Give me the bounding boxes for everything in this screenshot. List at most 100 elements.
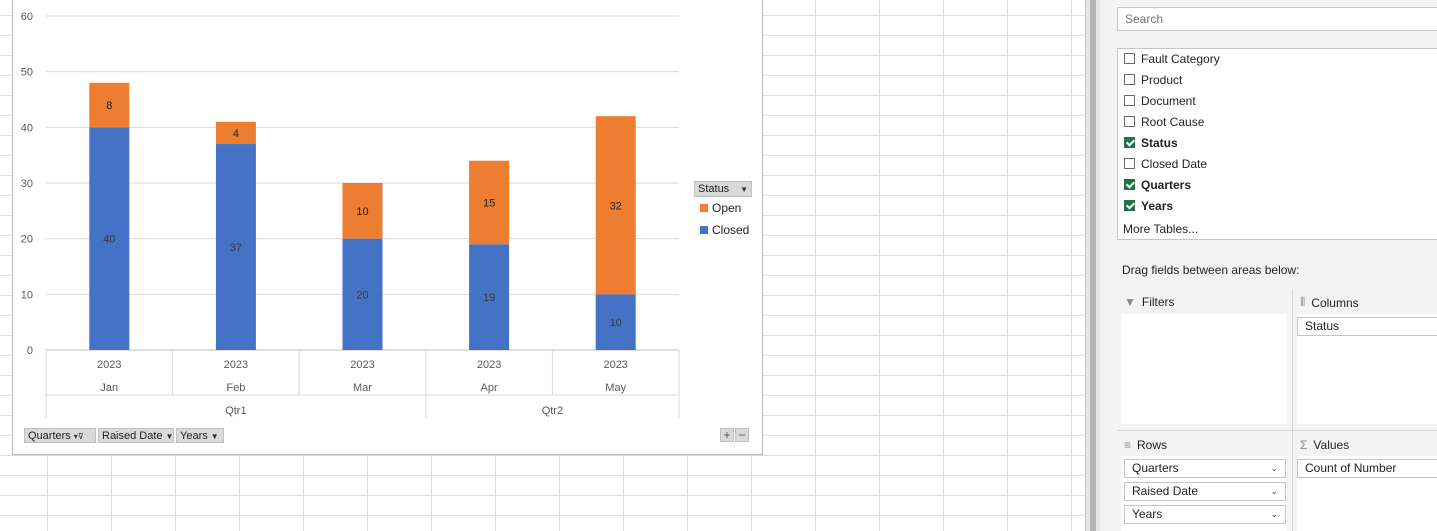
drag-hint-text: Drag fields between areas below: xyxy=(1122,263,1300,277)
field-row-quarters[interactable]: Quarters xyxy=(1124,174,1191,195)
legend-item-closed: Closed xyxy=(694,219,754,241)
field-label: Status xyxy=(1141,135,1178,150)
y-tick-label: 60 xyxy=(21,11,33,23)
chart-legend: Status ▼ Open Closed xyxy=(694,181,754,241)
raised-date-field-button[interactable]: Raised Date ▼ xyxy=(98,428,174,443)
rows-drop-area[interactable]: Quarters ⌄ Raised Date ⌄ Years ⌄ xyxy=(1121,456,1287,531)
legend-item-open: Open xyxy=(694,197,754,219)
rows-item-raised-date[interactable]: Raised Date ⌄ xyxy=(1124,482,1286,501)
field-checkbox-checked[interactable] xyxy=(1124,200,1135,211)
raised-date-field-label: Raised Date xyxy=(102,430,163,442)
chevron-down-icon: ▼ xyxy=(210,432,219,441)
field-row-root-cause[interactable]: Root Cause xyxy=(1124,111,1204,132)
y-tick-label: 20 xyxy=(21,234,33,246)
data-label: 10 xyxy=(356,206,368,218)
values-area-label: Values xyxy=(1313,438,1350,452)
filter-dropdown-icon: ▾⊽ xyxy=(73,432,84,441)
field-checkbox[interactable] xyxy=(1124,95,1135,106)
filter-icon: ▼ xyxy=(1124,295,1136,309)
field-row-fault-category[interactable]: Fault Category xyxy=(1124,48,1220,69)
values-area-header: Σ Values xyxy=(1300,438,1349,452)
pane-splitter[interactable] xyxy=(1085,0,1101,531)
rows-item-quarters[interactable]: Quarters ⌄ xyxy=(1124,459,1286,478)
bar-closed xyxy=(469,244,510,350)
bar-open xyxy=(469,160,510,245)
pivot-chart[interactable]: 0 10 20 30 40 50 60 Qtr1 Qtr2 40 8 2023 Jan 37 4 2023 Fe… xyxy=(12,0,763,455)
field-label: Quarters xyxy=(1141,177,1192,192)
field-row-product[interactable]: Product xyxy=(1124,69,1182,90)
x-tick-label: Mar xyxy=(353,382,372,394)
filters-area-label: Filters xyxy=(1141,295,1175,309)
collapse-field-button[interactable]: − xyxy=(735,428,749,442)
area-divider-horizontal xyxy=(1117,430,1437,431)
chevron-down-icon: ▼ xyxy=(740,185,748,194)
field-checkbox[interactable] xyxy=(1124,116,1135,127)
bar-open xyxy=(342,183,383,239)
splitter-bar[interactable] xyxy=(1090,0,1096,531)
data-label: 20 xyxy=(356,289,368,301)
field-checkbox[interactable] xyxy=(1124,74,1135,85)
rows-item-label: Raised Date xyxy=(1132,484,1199,498)
expand-field-button[interactable]: + xyxy=(720,428,734,442)
data-label: 37 xyxy=(230,242,242,254)
rows-icon: ≡ xyxy=(1124,438,1132,452)
field-checkbox-checked[interactable] xyxy=(1124,137,1135,148)
columns-icon: ⦀ xyxy=(1300,295,1306,309)
pivot-field-list-pane: Fault Category Product Document Root Cau… xyxy=(1100,0,1437,531)
columns-item-status[interactable]: Status xyxy=(1297,317,1437,336)
y-tick-label: 0 xyxy=(27,345,33,357)
data-label: 32 xyxy=(610,200,622,212)
bar-closed xyxy=(595,294,636,350)
field-row-closed-date[interactable]: Closed Date xyxy=(1124,153,1207,174)
x-year-label: 2023 xyxy=(477,359,501,371)
group-label: Qtr2 xyxy=(542,405,563,417)
years-field-button[interactable]: Years ▼ xyxy=(176,428,224,443)
quarters-field-button[interactable]: Quarters ▾⊽ xyxy=(24,428,96,443)
filters-drop-area[interactable] xyxy=(1121,314,1287,424)
bar-closed xyxy=(342,238,383,350)
chevron-down-icon[interactable]: ⌄ xyxy=(1270,486,1278,496)
field-label: Product xyxy=(1141,72,1183,87)
field-row-status[interactable]: Status xyxy=(1124,132,1178,153)
field-checkbox[interactable] xyxy=(1124,158,1135,169)
bar-open xyxy=(215,121,256,145)
values-item-count-of-number[interactable]: Count of Number xyxy=(1297,459,1437,478)
columns-drop-area[interactable]: Status xyxy=(1297,314,1437,424)
status-field-button[interactable]: Status ▼ xyxy=(694,181,752,197)
field-row-years[interactable]: Years xyxy=(1124,195,1173,216)
chevron-down-icon[interactable]: ⌄ xyxy=(1270,463,1278,473)
x-year-label: 2023 xyxy=(97,359,121,371)
bar-closed xyxy=(215,144,256,350)
columns-area-header: ⦀ Columns xyxy=(1300,295,1359,310)
field-checkbox-checked[interactable] xyxy=(1124,179,1135,190)
x-year-label: 2023 xyxy=(224,359,248,371)
field-row-document[interactable]: Document xyxy=(1124,90,1196,111)
x-year-label: 2023 xyxy=(350,359,374,371)
years-field-label: Years xyxy=(180,430,208,442)
rows-area-label: Rows xyxy=(1137,438,1168,452)
data-label: 8 xyxy=(106,100,112,112)
data-label: 15 xyxy=(483,197,495,209)
x-year-label: 2023 xyxy=(603,359,627,371)
group-label: Qtr1 xyxy=(225,405,246,417)
area-divider-vertical xyxy=(1292,290,1293,531)
field-list: Fault Category Product Document Root Cau… xyxy=(1117,48,1437,240)
data-label: 19 xyxy=(483,292,495,304)
chevron-down-icon[interactable]: ⌄ xyxy=(1270,509,1278,519)
legend-swatch-open xyxy=(700,204,708,212)
sigma-icon: Σ xyxy=(1300,438,1308,452)
values-drop-area[interactable]: Count of Number xyxy=(1297,456,1437,531)
field-label: Closed Date xyxy=(1141,156,1208,171)
rows-item-years[interactable]: Years ⌄ xyxy=(1124,505,1286,524)
legend-swatch-closed xyxy=(700,226,708,234)
field-search-input[interactable] xyxy=(1117,7,1437,31)
field-label: Document xyxy=(1141,93,1196,108)
field-checkbox[interactable] xyxy=(1124,53,1135,64)
quarters-field-label: Quarters xyxy=(28,430,71,442)
columns-item-label: Status xyxy=(1305,319,1340,333)
x-tick-label: Jan xyxy=(100,382,118,394)
bar-open xyxy=(89,82,130,128)
more-tables-link[interactable]: More Tables... xyxy=(1123,222,1199,236)
y-tick-label: 10 xyxy=(21,289,33,301)
x-tick-label: May xyxy=(605,382,626,394)
